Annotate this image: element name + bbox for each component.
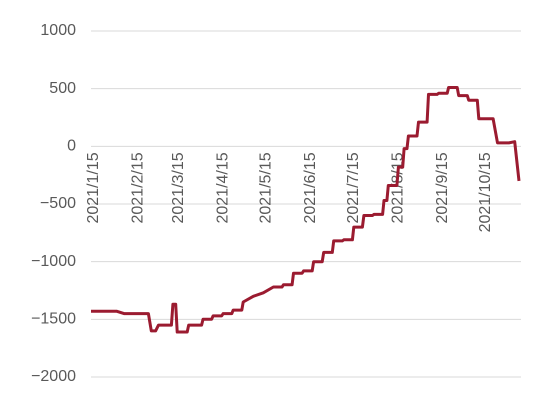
y-tick-label: −500 (40, 195, 76, 212)
x-tick-label: 2021/3/15 (170, 152, 187, 223)
x-tick-label: 2021/6/15 (302, 152, 319, 223)
x-tick-label: 2021/5/15 (257, 152, 274, 223)
data-line (91, 86, 521, 334)
x-tick-label: 2021/1/15 (85, 152, 102, 223)
x-tick-label: 2021/7/15 (345, 152, 362, 223)
x-tick-label: 2021/9/15 (434, 152, 451, 223)
y-tick-label: 1000 (40, 22, 76, 39)
x-tick-label: 2021/2/15 (130, 152, 147, 223)
y-tick-label: −2000 (31, 368, 76, 385)
x-tick-label: 2021/4/15 (214, 152, 231, 223)
y-tick-label: 500 (49, 80, 76, 97)
x-tick-label: 2021/8/15 (390, 152, 407, 223)
x-tick-label: 2021/10/15 (477, 152, 494, 232)
y-tick-label: −1500 (31, 311, 76, 328)
y-tick-label: 0 (67, 138, 76, 155)
y-tick-label: −1000 (31, 253, 76, 270)
